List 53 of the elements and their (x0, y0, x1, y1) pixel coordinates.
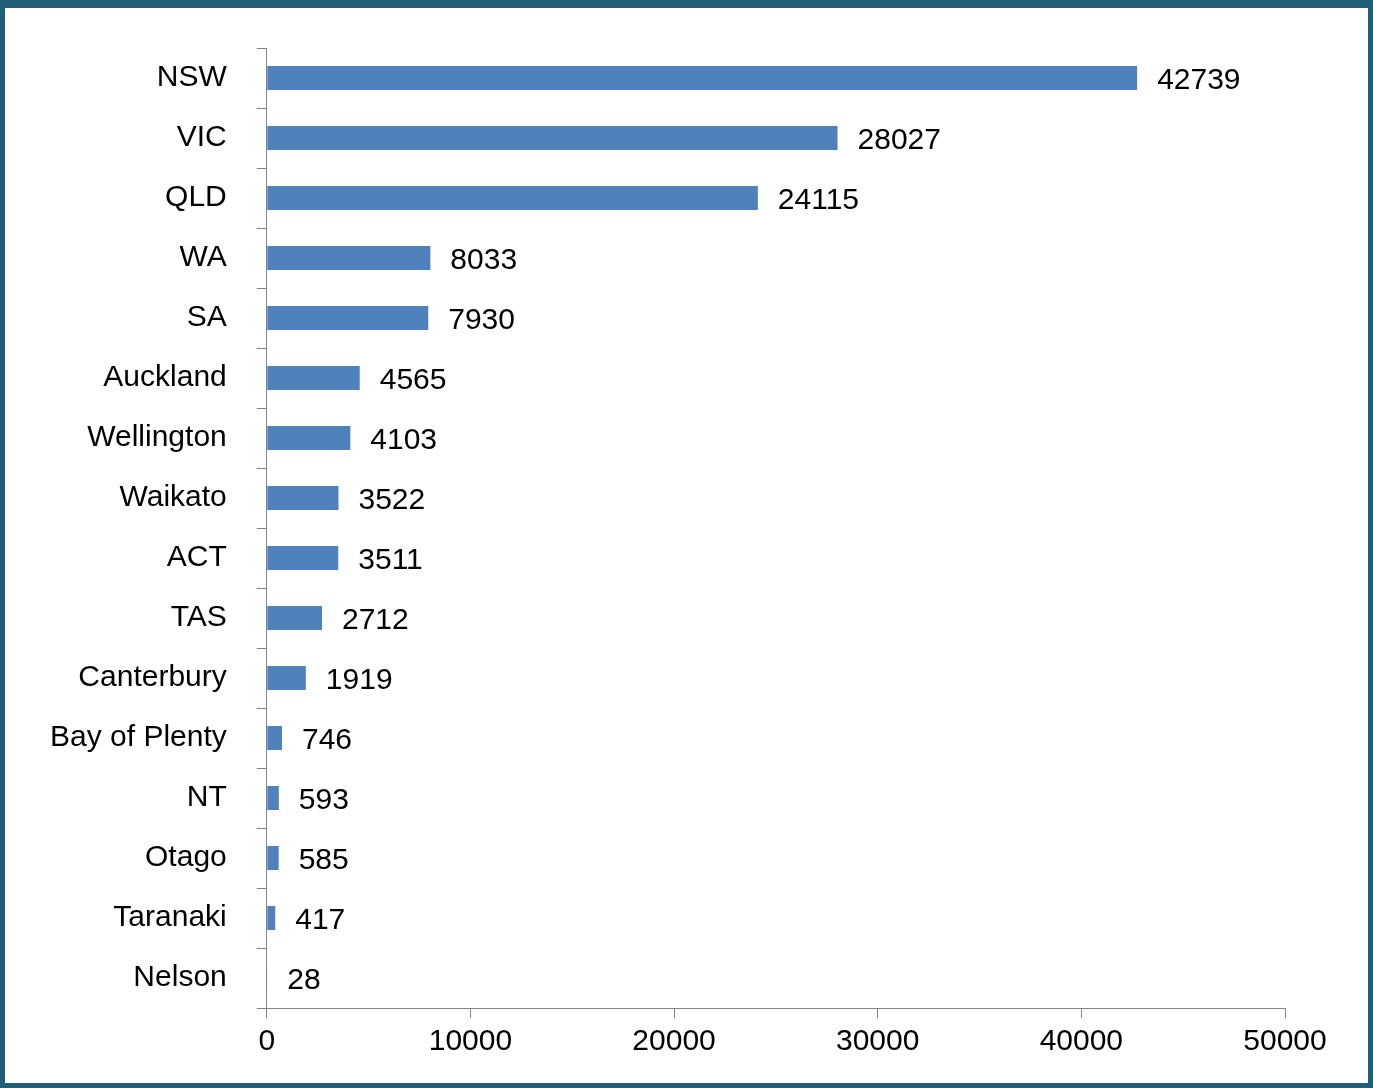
y-tick-label: Canterbury (78, 659, 227, 693)
bar (267, 426, 351, 450)
y-tick-label: NT (186, 779, 227, 813)
y-tick-label: Wellington (87, 419, 227, 453)
y-tick-label: Bay of Plenty (50, 719, 227, 753)
data-label: 8033 (450, 242, 518, 276)
y-tick-label: WA (179, 239, 227, 273)
y-tick-label: TAS (170, 599, 227, 633)
bar (267, 786, 279, 810)
data-label: 3522 (358, 482, 426, 516)
x-tick-label: 0 (258, 1023, 276, 1057)
y-tick-label: ACT (166, 539, 227, 573)
data-label: 42739 (1157, 62, 1241, 96)
bar (267, 606, 322, 630)
x-tick-label: 30000 (835, 1023, 920, 1057)
y-tick-label: Waikato (119, 479, 227, 513)
y-tick-label: Otago (145, 839, 227, 873)
bar (267, 846, 279, 870)
y-tick-label: Nelson (133, 959, 227, 993)
data-label: 7930 (448, 302, 516, 336)
bar (267, 126, 838, 150)
bar (267, 246, 431, 270)
bar (267, 726, 282, 750)
x-tick-label: 50000 (1243, 1023, 1327, 1057)
y-tick-label: NSW (156, 59, 228, 93)
x-tick-label: 40000 (1039, 1023, 1124, 1057)
y-tick-label: VIC (176, 119, 227, 153)
y-tick-label: QLD (165, 179, 227, 213)
x-tick-label: 10000 (428, 1023, 513, 1057)
y-tick-label: SA (186, 299, 227, 333)
bar (267, 546, 339, 570)
bar (267, 486, 339, 510)
data-label: 4103 (370, 422, 438, 456)
x-tick-label: 20000 (632, 1023, 716, 1057)
data-label: 28 (287, 962, 321, 996)
data-label: 4565 (379, 362, 447, 396)
bar (267, 186, 758, 210)
data-label: 585 (298, 842, 349, 876)
data-label: 417 (295, 902, 346, 936)
y-tick-label: Taranaki (113, 899, 227, 933)
bar (267, 306, 429, 330)
data-label: 3511 (358, 542, 423, 576)
data-label: 1919 (325, 662, 393, 696)
data-label: 593 (298, 782, 349, 816)
data-label: 24115 (777, 182, 860, 216)
bar (267, 66, 1138, 90)
data-label: 746 (301, 722, 353, 756)
bar (267, 666, 306, 690)
data-label: 2712 (341, 602, 409, 636)
bar (267, 906, 276, 930)
data-label: 28027 (857, 122, 941, 156)
bar (267, 366, 360, 390)
y-tick-label: Auckland (103, 359, 227, 393)
